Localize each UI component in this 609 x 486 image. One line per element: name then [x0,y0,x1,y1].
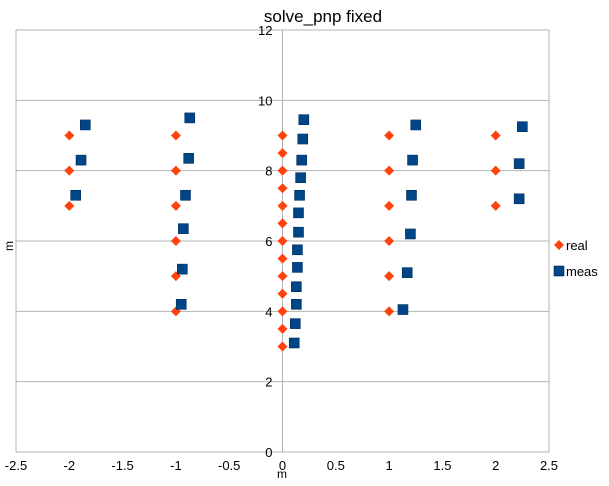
meas-point [296,154,307,166]
real-point [384,271,395,282]
y-tick-label: 0 [265,445,272,460]
real-point [170,200,181,211]
legend-meas-marker [553,265,565,277]
meas-point [294,189,305,201]
meas-point [291,281,302,293]
x-tick-label: -2.5 [5,458,27,473]
legend-meas-label: meas [566,264,598,279]
real-point [277,253,288,264]
legend-real-label: real [566,238,588,253]
y-tick-label: 6 [265,234,272,249]
meas-point [75,154,87,166]
meas-point [513,193,525,205]
meas-point [178,223,189,234]
meas-point [293,207,304,219]
real-point [277,288,288,299]
meas-point [295,172,306,183]
real-point [170,130,181,141]
meas-point [183,153,194,164]
real-point [277,236,288,246]
real-point [64,130,75,141]
x-tick-label: 0 [279,458,286,473]
real-point [277,200,288,211]
meas-point [292,262,303,273]
y-tick-label: 2 [265,375,272,390]
x-tick-label: 2 [492,458,499,473]
real-point [277,148,288,159]
meas-point [176,263,188,275]
meas-point [298,114,310,125]
real-point [64,200,75,211]
real-point [490,165,501,176]
meas-point [401,267,413,278]
meas-point [410,119,422,131]
data-points [64,112,528,352]
x-tick-label: 0.5 [327,458,345,473]
meas-point [405,228,416,240]
real-point [277,341,288,352]
x-tick-label: 1 [385,458,392,473]
chart-title: solve_pnp fixed [264,7,382,26]
x-tick-label: -1.5 [111,458,133,473]
x-tick-labels: -2.5 -2 -1.5 -1 -0.5 0 0.5 1 1.5 2 2.5 [5,458,558,473]
meas-point [397,304,409,315]
meas-point [184,112,196,124]
real-point [490,130,501,141]
meas-point [175,298,187,310]
x-tick-label: -0.5 [218,458,240,473]
x-tick-label: 1.5 [433,458,451,473]
real-point [277,306,288,317]
real-point [384,165,395,176]
meas-point [79,119,91,131]
real-point [384,200,395,211]
meas-point [288,337,300,349]
y-tick-labels: 0 2 4 6 8 10 12 [258,23,272,460]
real-point [384,306,395,317]
y-tick-label: 12 [258,23,272,38]
y-tick-label: 10 [258,93,272,108]
real-point [277,130,288,141]
x-tick-label: -2 [64,458,76,473]
meas-point [292,244,303,256]
meas-point [297,133,309,145]
meas-point [406,189,417,201]
meas-point [407,154,418,166]
real-point [277,165,288,176]
real-point [384,130,395,141]
x-axis-label: m [277,467,287,481]
real-point [277,183,288,194]
meas-point [513,158,525,169]
real-point [170,165,181,176]
real-point [277,323,288,334]
legend-real-marker [554,240,564,250]
x-tick-label: 2.5 [540,458,558,473]
meas-point [180,189,191,201]
meas-point [291,298,302,310]
meas-point [293,226,304,238]
real-point [64,165,75,176]
y-axis-label: m [2,241,16,251]
meas-point [517,121,528,133]
real-point [384,236,395,246]
meas-point [289,318,301,329]
meas-point [70,189,81,201]
real-point [277,218,288,229]
real-point [170,236,181,246]
y-tick-label: 8 [265,164,272,179]
legend: real meas [553,238,598,279]
real-point [277,271,288,282]
x-tick-label: -1 [170,458,182,473]
real-point [490,200,501,211]
y-tick-label: 4 [265,304,272,319]
